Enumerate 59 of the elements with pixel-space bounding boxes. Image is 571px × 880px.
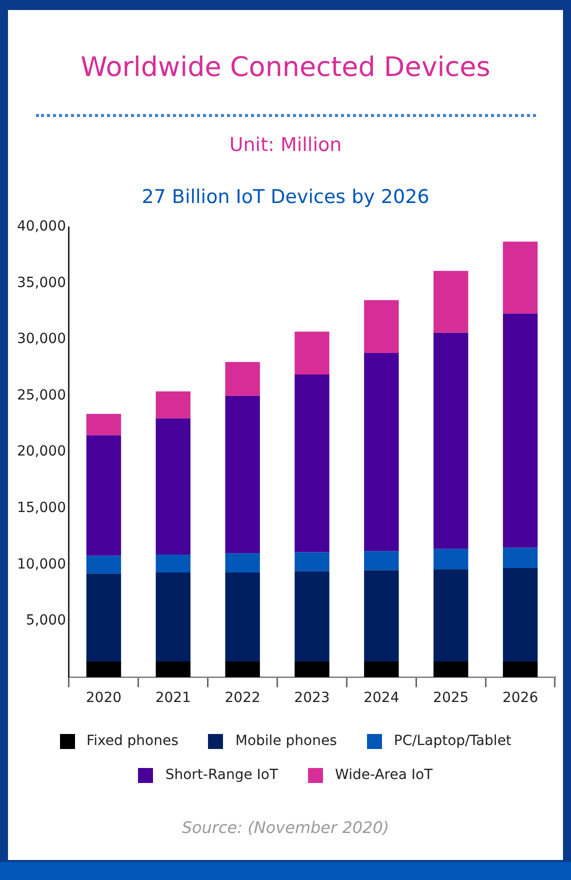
y-tick-label: 25,000: [16, 387, 66, 404]
bar: [502, 242, 538, 314]
bar: [294, 571, 330, 662]
y-tick-label: 5,000: [26, 612, 66, 629]
bar: [433, 548, 468, 570]
bar: [294, 332, 330, 374]
bar: [225, 572, 260, 662]
bar: [502, 568, 538, 662]
bar: [364, 661, 399, 678]
bar: [364, 300, 399, 354]
y-tick-label: 20,000: [16, 444, 66, 460]
x-tick-label: 2023: [294, 690, 330, 706]
y-tick-label: 35,000: [16, 274, 66, 291]
bar: [502, 548, 538, 568]
x-tick-label: 2024: [364, 690, 400, 706]
bar: [225, 661, 260, 678]
y-tick-label: 10,000: [16, 556, 66, 572]
bar: [225, 553, 260, 573]
bar: [156, 661, 190, 678]
bar: [364, 551, 399, 570]
bar: [86, 435, 122, 556]
bar: [364, 353, 399, 552]
bar: [156, 418, 190, 555]
bar: [294, 374, 330, 552]
x-tick-label: 2026: [502, 690, 538, 706]
bar: [86, 414, 122, 436]
bar: [86, 574, 122, 662]
bar: [294, 552, 330, 572]
bar: [156, 391, 190, 418]
chart-subtitle: Unit: Million: [228, 134, 343, 156]
bar: [502, 661, 538, 678]
x-tick-label: 2022: [224, 690, 260, 706]
legend-label: Wide-Area IoT: [335, 767, 433, 783]
bar: [294, 661, 330, 678]
bar: [225, 396, 260, 554]
x-tick-label: 2025: [433, 690, 469, 706]
bar: [433, 569, 468, 662]
x-tick-label: 2021: [155, 690, 191, 706]
source-note: Source: (November 2020): [180, 818, 390, 837]
legend-label: Short-Range IoT: [165, 767, 278, 783]
legend-label: Fixed phones: [86, 733, 178, 749]
bar: [156, 554, 190, 573]
y-tick-label: 40,000: [16, 218, 66, 235]
text: 27 Billion IoT Devices by 2026: [140, 186, 430, 208]
bar: [86, 661, 122, 678]
x-tick-label: 2020: [86, 690, 122, 706]
y-tick-label: 30,000: [16, 331, 66, 348]
legend-label: PC/Laptop/Tablet: [394, 733, 512, 749]
bar: [364, 570, 399, 662]
bar: [156, 572, 190, 662]
y-tick-label: 15,000: [16, 500, 66, 516]
chart-title: Worldwide Connected Devices: [80, 52, 492, 83]
bar: [433, 270, 468, 333]
bar: [433, 661, 468, 678]
bar: [433, 332, 468, 549]
bar: [225, 362, 260, 396]
legend-label: Mobile phones: [235, 733, 337, 749]
bar: [86, 556, 122, 574]
bar: [502, 314, 538, 548]
